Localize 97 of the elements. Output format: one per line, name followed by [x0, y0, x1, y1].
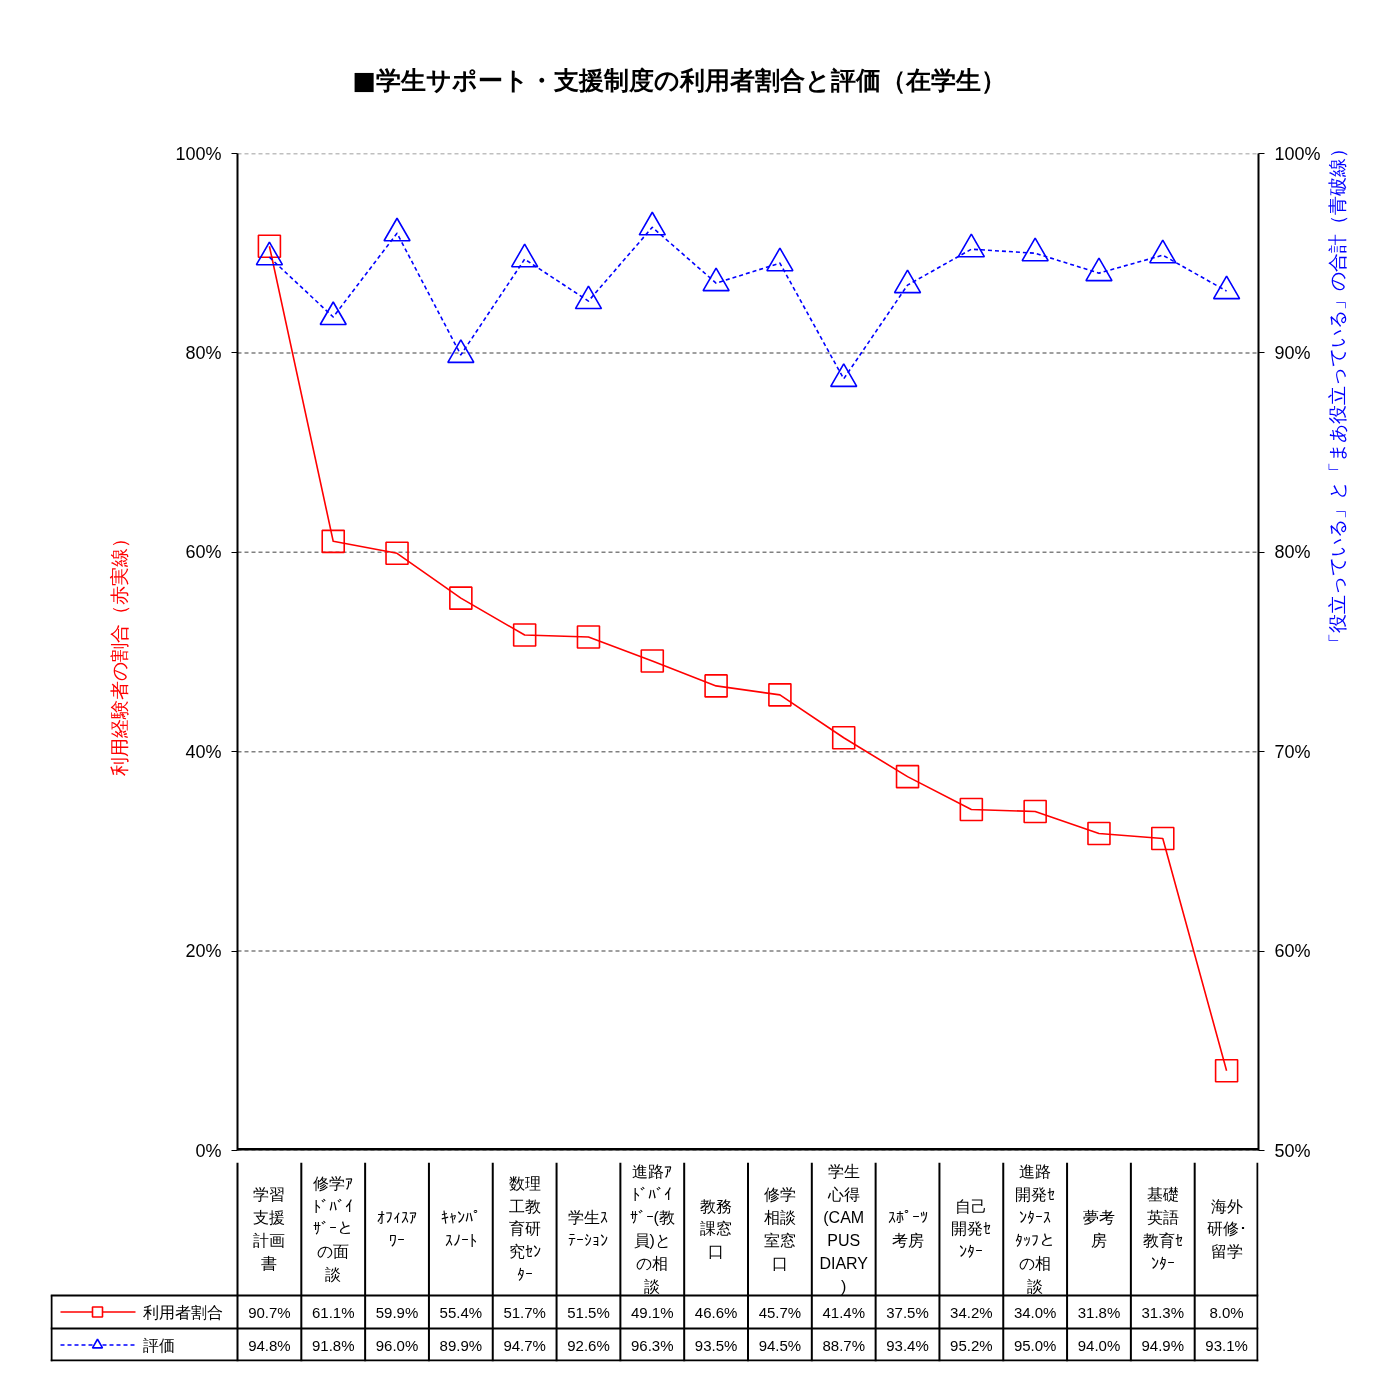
data-label: 31.3%	[1141, 1303, 1185, 1321]
chart-title: ■学生サポート・支援制度の利用者割合と評価（在学生）	[352, 65, 1007, 95]
x-tick-label: 修学相談室窓口	[763, 1186, 796, 1272]
point	[383, 217, 411, 242]
data-label: 49.1%	[631, 1303, 674, 1321]
point	[449, 586, 473, 610]
data-label: 95.0%	[1013, 1336, 1057, 1354]
point	[1085, 257, 1113, 282]
x-tick-label: 学生ｽﾃｰｼｮﾝ	[568, 1209, 609, 1249]
point	[512, 623, 537, 647]
point	[768, 683, 792, 707]
y2-tick-label: 90%	[1274, 342, 1311, 363]
data-label: 61.1%	[311, 1303, 355, 1321]
y2-axis-title: 「役立っている」と「まあ役立っている」の合計（青破線）	[1327, 139, 1349, 652]
point	[1214, 1058, 1239, 1083]
data-label: 95.2%	[950, 1336, 993, 1354]
data-label: 90.7%	[248, 1303, 291, 1321]
data-label: 51.7%	[503, 1303, 546, 1321]
point	[1148, 239, 1177, 264]
data-label: 34.0%	[1013, 1303, 1057, 1321]
x-tick-label: 進路ｱﾄﾞﾊﾞｲｻﾞｰ(教員)との相談	[629, 1163, 675, 1295]
point	[893, 269, 922, 294]
y2-tick-label: 50%	[1274, 1140, 1311, 1161]
y-tick-label: 0%	[195, 1140, 222, 1161]
data-label: 51.5%	[567, 1303, 610, 1321]
data-label: 94.7%	[503, 1336, 546, 1354]
x-tick-label: 教務課窓口	[700, 1197, 733, 1261]
y2-tick-label: 80%	[1274, 542, 1311, 563]
y-tick-label: 100%	[175, 143, 222, 164]
data-label: 92.6%	[567, 1336, 610, 1354]
x-tick-label: ｵﾌｨｽｱﾜｰ	[377, 1209, 418, 1249]
point	[1021, 237, 1049, 262]
point	[385, 541, 409, 566]
point	[704, 674, 728, 698]
x-tick-label: ｽﾎﾟｰﾂ考房	[887, 1209, 928, 1249]
data-label: 89.9%	[439, 1336, 483, 1354]
point	[574, 285, 603, 310]
point	[829, 363, 858, 388]
x-tick-label: 修学ｱﾄﾞﾊﾞｲｻﾞｰとの面談	[313, 1174, 354, 1284]
data-label: 96.0%	[375, 1336, 419, 1354]
y2-tick-label: 100%	[1274, 143, 1321, 164]
point	[1023, 799, 1047, 824]
point	[831, 725, 856, 750]
x-tick-label: 自己開発ｾﾝﾀｰ	[951, 1197, 992, 1261]
data-label: 93.4%	[886, 1336, 929, 1354]
x-tick-label: 学生心得(CAMPUS DIARY)	[819, 1163, 869, 1295]
data-label: 88.7%	[822, 1336, 865, 1354]
data-label: 41.4%	[822, 1303, 865, 1321]
data-label: 45.7%	[758, 1303, 802, 1321]
point	[959, 797, 984, 822]
point	[257, 234, 282, 259]
data-label: 31.8%	[1077, 1303, 1121, 1321]
data-label: 46.6%	[694, 1303, 738, 1321]
point	[1087, 821, 1111, 846]
point	[510, 243, 539, 268]
data-label: 94.0%	[1077, 1336, 1121, 1354]
x-tick-label: ｷｬﾝﾊﾟｽﾉｰﾄ	[440, 1209, 481, 1249]
data-label: 8.0%	[1209, 1303, 1244, 1321]
y-tick-label: 80%	[185, 342, 222, 363]
data-label: 34.2%	[950, 1303, 993, 1321]
point	[319, 301, 348, 326]
x-tick-label: 夢考房	[1082, 1209, 1115, 1249]
point	[702, 267, 730, 292]
point	[321, 529, 346, 554]
y-tick-label: 20%	[185, 941, 222, 962]
data-label: 94.5%	[758, 1336, 802, 1354]
point	[1212, 275, 1241, 300]
point	[1150, 826, 1175, 851]
x-tick-label: 海外研修･留学	[1206, 1197, 1247, 1261]
data-label: 94.8%	[248, 1336, 291, 1354]
point	[638, 211, 667, 236]
y-tick-label: 40%	[185, 741, 222, 762]
point	[766, 247, 794, 272]
x-tick-label: 基礎英語教育ｾﾝﾀｰ	[1142, 1186, 1183, 1272]
point	[957, 233, 986, 258]
data-label: 55.4%	[439, 1303, 483, 1321]
x-tick-label: 数理工教育研究ｾﾝﾀｰ	[508, 1174, 541, 1284]
point	[640, 649, 665, 673]
data-label: 59.9%	[375, 1303, 419, 1321]
y2-tick-label: 70%	[1274, 741, 1311, 762]
y2-tick-label: 60%	[1274, 941, 1311, 962]
x-tick-label: 学習支援計画書	[253, 1186, 286, 1272]
legend-label: 評価	[142, 1336, 175, 1354]
data-label: 93.5%	[694, 1336, 738, 1354]
point	[895, 764, 920, 789]
x-tick-label: 進路開発ｾﾝﾀｰｽﾀｯﾌとの相談	[1015, 1163, 1056, 1295]
data-label: 96.3%	[631, 1336, 674, 1354]
point	[447, 339, 475, 364]
legend-label: 利用者割合	[142, 1303, 223, 1321]
point	[576, 625, 601, 649]
data-label: 93.1%	[1205, 1336, 1248, 1354]
y-axis-title: 利用経験者の割合（赤実線）	[109, 528, 131, 776]
y-tick-label: 60%	[185, 542, 222, 563]
data-label: 91.8%	[311, 1336, 355, 1354]
data-label: 37.5%	[886, 1303, 929, 1321]
data-label: 94.9%	[1141, 1336, 1185, 1354]
point	[255, 241, 284, 266]
